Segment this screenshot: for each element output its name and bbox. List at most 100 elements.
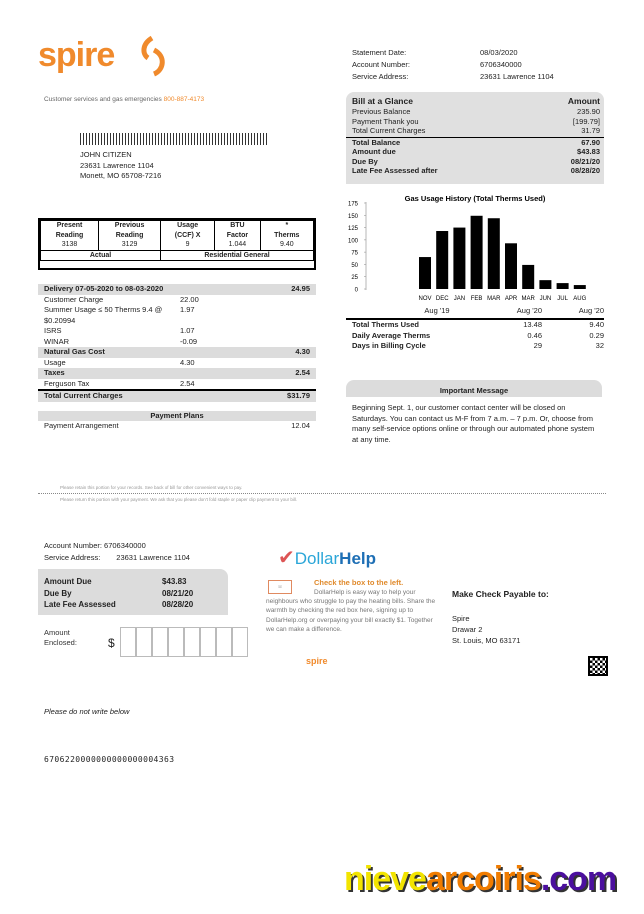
x-tick-label: MAR (522, 296, 536, 302)
row-label: Payment Thank you (352, 116, 419, 126)
row-value: 08/28/20 (570, 166, 600, 175)
row-label: Total Current Charges (352, 126, 426, 135)
stat-row: Total Therms Used 13.48 9.40 (352, 320, 604, 329)
y-tick-label: 75 (351, 251, 358, 257)
customer-city: Monett, MO 65708-7216 (80, 171, 162, 180)
glance-row: Previous Balance 235.90 (352, 107, 600, 117)
amount-enclosed-label: Amount Enclosed: (44, 628, 77, 647)
glance-total-row: Due By 08/21/20 (352, 157, 600, 167)
usage-stats: Aug '19 Aug '20 Aug '20 Total Therms Used 1… (346, 306, 604, 352)
address-label: Service Address: (352, 72, 409, 81)
divider (346, 136, 604, 138)
address-label: Service Address: (44, 553, 101, 562)
charge-row: ISRS 1.07 (44, 326, 195, 335)
bar-mar (487, 218, 500, 289)
service-label: Customer services and gas emergencies (44, 96, 162, 103)
bar-dec (436, 231, 449, 289)
total-current-charges: Total Current Charges $31.79 (38, 389, 316, 402)
row-label: Previous Balance (352, 107, 411, 116)
amount-enclosed-input[interactable] (120, 627, 248, 657)
glance-total-row: Total Balance 67.90 (352, 138, 600, 148)
row-value: 67.90 (581, 137, 600, 147)
header-therms: * Therms 9.40 (259, 220, 315, 251)
phone-number[interactable]: 800-887-4173 (163, 96, 205, 103)
charge-row: Customer Charge 22.00 (44, 294, 199, 304)
x-tick-label: FEB (471, 296, 483, 302)
col-header: Aug '20 (516, 306, 542, 315)
x-tick-label: JUN (540, 296, 552, 302)
amount-header: Amount (567, 96, 600, 106)
header-present: Present Reading 3138 (39, 220, 100, 251)
account-number: 6706340000 (480, 60, 522, 69)
service-address: 23631 Lawrence 1104 (480, 72, 554, 81)
chart-title: Gas Usage History (Total Therms Used) (405, 194, 546, 203)
scan-line: 6706220000000000000004363 (44, 755, 175, 764)
stat-row: Days in Billing Cycle 29 32 (352, 341, 604, 350)
delivery-header: Delivery 07-05-2020 to 08-03-2020 24.95 (38, 284, 316, 295)
retain-note: Please retain this portion for your reco… (60, 485, 243, 490)
y-tick-label: 150 (348, 214, 359, 220)
important-message-title: Important Message (346, 380, 602, 397)
bar-mar (522, 264, 535, 289)
payment-plan-row: Payment Arrangement 12.04 (44, 421, 310, 430)
x-tick-label: APR (505, 296, 518, 302)
postal-barcode (80, 133, 268, 145)
return-note: Please return this portion with your pay… (60, 497, 298, 502)
glance-title: Bill at a Glance (352, 96, 413, 106)
account-label: Account Number: (352, 60, 410, 69)
stat-row: Daily Average Therms 0.46 0.29 (352, 330, 604, 340)
y-tick-label: 50 (351, 263, 358, 269)
bar-nov (419, 257, 431, 289)
dollarhelp-text: DollarHelp is easy way to help your neig… (266, 589, 436, 633)
spire-flame-icon (141, 35, 165, 77)
customer-street: 23631 Lawrence 1104 (80, 160, 154, 170)
read-type: Actual (39, 249, 162, 261)
stub-amount-due: Amount Due $43.83 Due By 08/21/20 Late Fee… (38, 569, 228, 615)
row-value: [199.79] (572, 116, 600, 126)
hand-check-icon: ✔ (278, 547, 295, 569)
taxes-header: Taxes 2.54 (38, 368, 316, 379)
account-number: 6706340000 (104, 541, 146, 550)
dollarhelp-logo: ✔DollarHelp (278, 547, 377, 569)
payable-title: Make Check Payable to: (452, 589, 549, 599)
customer-address: JOHN CITIZEN 23631 Lawrence 1104 Monett,… (80, 150, 161, 182)
x-tick-label: DEC (436, 296, 449, 302)
y-tick-label: 175 (348, 202, 359, 208)
dollarhelp-title: Check the box to the left. (314, 578, 404, 587)
gas-cost-header: Natural Gas Cost 4.30 (38, 347, 316, 358)
charge-row: Summer Usage ≤ 50 Therms 9.4 @ $0.20994 1… (44, 305, 195, 325)
tear-line (38, 493, 606, 494)
x-tick-label: AUG (573, 296, 586, 302)
meter-reading-table: Present Reading 3138 Previous Reading 3129 U… (38, 218, 316, 270)
gas-usage-chart: Gas Usage History (Total Therms Used) 17… (348, 194, 587, 302)
glance-row: Payment Thank you [199.79] (352, 117, 600, 127)
bar-feb (470, 215, 483, 289)
spire-small-logo: spire (306, 656, 328, 666)
y-tick-label: 25 (351, 275, 358, 281)
do-not-write-note: Please do not write below (44, 707, 130, 716)
y-tick-label: 100 (348, 238, 359, 244)
col-header: Aug '20 (578, 306, 604, 315)
important-message-text: Beginning Sept. 1, our customer contact … (352, 403, 595, 444)
payable-address: Spire Drawar 2 St. Louis, MO 63171 (452, 614, 521, 645)
customer-service-line: Customer services and gas emergencies 80… (44, 96, 204, 103)
x-tick-label: JAN (454, 296, 465, 302)
statement-date: 08/03/2020 (480, 48, 518, 57)
col-header: Aug '19 (424, 306, 450, 315)
bill-at-a-glance: Bill at a Glance Amount Previous Balance 2… (346, 92, 604, 184)
charges-detail: Delivery 07-05-2020 to 08-03-2020 24.95 C… (38, 284, 316, 432)
row-value: 235.90 (577, 107, 600, 116)
spire-logo: spire (38, 36, 115, 74)
row-value: $43.83 (577, 147, 600, 156)
dollarhelp-checkbox[interactable]: ☒ (268, 580, 292, 594)
x-tick-label: JUL (557, 296, 568, 302)
row-value: 08/21/20 (570, 156, 600, 166)
charge-row: Ferguson Tax 2.54 (44, 378, 195, 388)
glance-total-row: Late Fee Assessed after 08/28/20 (352, 166, 600, 176)
rate-class: Residential General (160, 249, 314, 261)
row-label: Amount due (352, 147, 396, 156)
glance-row: Total Current Charges 31.79 (352, 126, 600, 136)
x-tick-label: MAR (487, 296, 501, 302)
statement-date-label: Statement Date: (352, 48, 407, 57)
